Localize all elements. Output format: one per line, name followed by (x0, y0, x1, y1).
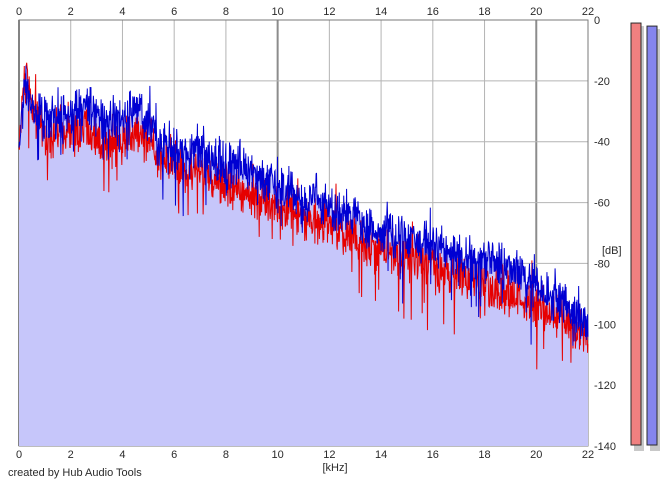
x-tick-label-bottom: 16 (427, 449, 439, 461)
x-tick-label-bottom: 10 (272, 449, 284, 461)
series-layer (18, 62, 589, 370)
y-tick-label: 0 (594, 15, 600, 27)
x-tick-label-top: 8 (223, 6, 229, 18)
x-tick-label-bottom: 8 (223, 449, 229, 461)
y-tick-label: -60 (594, 198, 610, 210)
x-tick-label-bottom: 6 (171, 449, 177, 461)
level-meters (630, 22, 660, 452)
x-axis-label: [kHz] (322, 462, 347, 474)
x-axis-top-ticks: 0 2 4 6 8 10 12 14 16 18 20 22 (16, 6, 594, 18)
x-tick-label-bottom: 22 (582, 449, 594, 461)
x-tick-label-top: 0 (16, 6, 22, 18)
y-tick-label: -120 (594, 380, 616, 392)
x-tick-label-top: 10 (272, 6, 284, 18)
x-tick-label-bottom: 14 (375, 449, 387, 461)
x-axis-bottom-ticks: 0 2 4 6 8 10 12 14 16 18 20 22 (16, 449, 594, 461)
y-tick-label: -80 (594, 258, 610, 270)
y-tick-label: -140 (594, 441, 616, 453)
x-tick-label-top: 4 (119, 6, 125, 18)
x-tick-label-bottom: 4 (119, 449, 125, 461)
x-tick-label-top: 22 (582, 6, 594, 18)
y-axis-right-ticks: 0 -20 -40 -60 -80 -100 -120 -140 (594, 15, 616, 453)
x-tick-label-bottom: 20 (530, 449, 542, 461)
y-tick-label: -20 (594, 76, 610, 88)
x-tick-label-top: 6 (171, 6, 177, 18)
x-tick-label-top: 12 (323, 6, 335, 18)
x-tick-label-top: 16 (427, 6, 439, 18)
x-tick-label-top: 2 (68, 6, 74, 18)
y-tick-label: -40 (594, 137, 610, 149)
y-axis-label: [dB] (602, 245, 622, 257)
x-tick-label-top: 14 (375, 6, 387, 18)
level-meter-left (630, 22, 642, 446)
y-tick-label: -100 (594, 319, 616, 331)
x-tick-label-bottom: 18 (478, 449, 490, 461)
x-tick-label-bottom: 0 (16, 449, 22, 461)
x-tick-label-bottom: 12 (323, 449, 335, 461)
x-tick-label-top: 18 (478, 6, 490, 18)
x-tick-label-bottom: 2 (68, 449, 74, 461)
x-tick-label-top: 20 (530, 6, 542, 18)
credit-text: created by Hub Audio Tools (8, 467, 142, 479)
level-meter-right (646, 25, 658, 446)
series-blue-line (18, 65, 589, 346)
